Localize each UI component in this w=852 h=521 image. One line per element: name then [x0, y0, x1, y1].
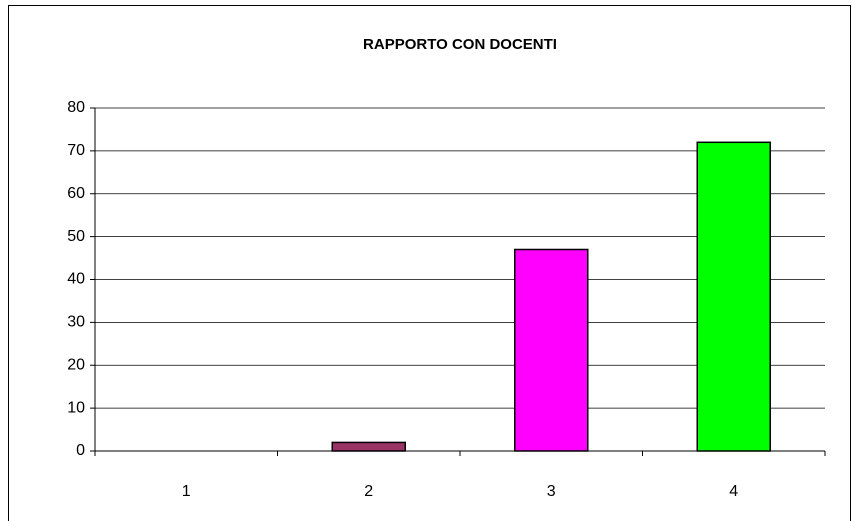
bar — [514, 248, 589, 452]
bar — [696, 141, 771, 452]
y-tick-label: 80 — [67, 99, 85, 116]
y-tick-label: 60 — [67, 185, 85, 202]
bar — [331, 441, 406, 452]
y-tick-label: 50 — [67, 228, 85, 245]
y-tick-label: 20 — [67, 356, 85, 373]
chart-title: RAPPORTO CON DOCENTI — [363, 36, 557, 53]
x-tick-label: 1 — [182, 483, 191, 500]
x-tick-label: 3 — [547, 483, 556, 500]
y-tick-label: 70 — [67, 142, 85, 159]
y-tick-label: 30 — [67, 314, 85, 331]
x-tick-label: 2 — [364, 483, 373, 500]
y-tick-label: 40 — [67, 271, 85, 288]
y-tick-label: 10 — [67, 399, 85, 416]
y-tick-label: 0 — [76, 442, 85, 459]
x-tick-label: 4 — [729, 483, 738, 500]
